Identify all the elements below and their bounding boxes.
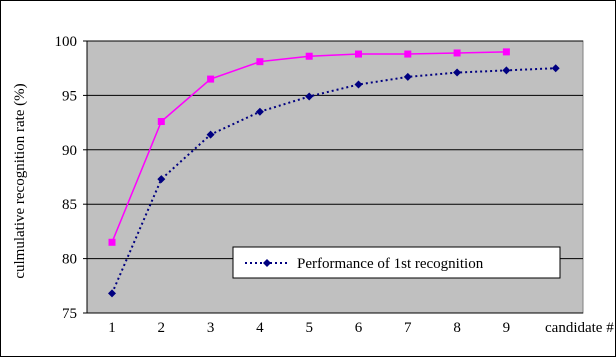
x-tick-labels: 1 2 3 4 5 6 7 8 9 <box>108 320 510 336</box>
data-point-marker <box>157 118 165 126</box>
y-tick-label: 100 <box>55 34 78 50</box>
series-layer <box>108 48 560 298</box>
data-point-marker <box>453 68 462 77</box>
data-point-marker <box>403 72 412 81</box>
data-point-marker <box>305 92 314 101</box>
x-tick-label: 8 <box>453 320 461 336</box>
data-point-marker <box>108 289 116 298</box>
x-tick-label: 3 <box>207 320 215 336</box>
x-tick-label: 4 <box>256 320 264 336</box>
series-1 <box>108 64 560 298</box>
data-point-marker <box>354 80 363 89</box>
data-point-marker <box>502 66 511 75</box>
x-tick-label: 5 <box>305 320 313 336</box>
y-tick-label: 95 <box>62 88 77 104</box>
data-point-marker <box>551 64 560 73</box>
series-line <box>111 67 556 294</box>
data-point-marker <box>157 175 166 184</box>
x-tick-label: 1 <box>108 320 116 336</box>
y-tick-label: 80 <box>62 252 77 268</box>
data-point-marker <box>355 50 362 58</box>
data-point-marker <box>108 238 116 246</box>
data-point-marker <box>207 75 215 83</box>
y-tick-label: 90 <box>62 143 77 159</box>
x-axis-title: candidate # <box>545 320 614 336</box>
data-point-marker <box>305 52 313 60</box>
data-point-marker <box>453 49 461 57</box>
x-tick-label: 7 <box>404 320 412 336</box>
legend-marker <box>263 259 271 267</box>
data-point-marker <box>256 58 264 66</box>
y-tick-label: 75 <box>62 306 77 322</box>
data-point-marker <box>206 130 215 139</box>
series-2 <box>108 48 510 246</box>
legend: Performance of 1st recognition <box>232 246 561 279</box>
legend-entry-label: Performance of 1st recognition <box>297 256 484 272</box>
data-point-marker <box>404 50 412 58</box>
x-tick-label: 9 <box>503 320 511 336</box>
y-tick-label: 85 <box>62 197 77 213</box>
data-point-marker <box>502 48 510 56</box>
data-point-marker <box>255 107 264 116</box>
y-tick-labels: 75 80 85 90 95 100 <box>55 34 78 322</box>
y-axis-title: culmulative recognition rate (%) <box>12 83 28 278</box>
legend-box <box>232 246 561 279</box>
x-tick-label: 2 <box>158 320 166 336</box>
x-tick-label: 6 <box>355 320 363 336</box>
